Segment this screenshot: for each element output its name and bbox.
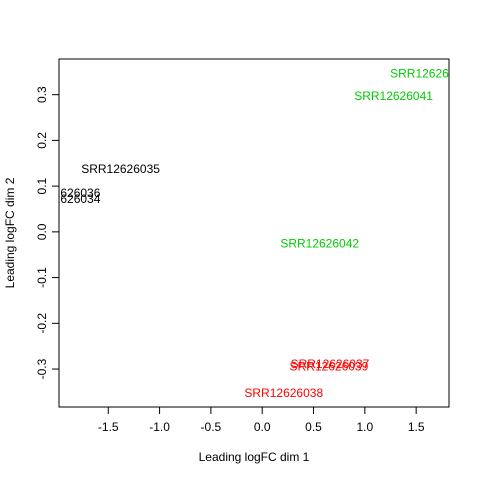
y-tick-label: -0.2 <box>35 313 49 334</box>
y-axis: -0.3 -0.2 -0.1 0.0 0.1 0.2 0.3 <box>35 86 60 379</box>
x-tick-label: -1.5 <box>98 420 119 434</box>
y-tick-label: 0.0 <box>35 223 49 240</box>
x-axis-label: Leading logFC dim 1 <box>199 450 310 464</box>
y-tick-label: -0.3 <box>35 358 49 379</box>
y-axis-label: Leading logFC dim 2 <box>3 177 17 288</box>
x-tick-label: 0.0 <box>254 420 271 434</box>
point-label: SRR12626037 <box>291 357 370 371</box>
point-label: SRR12626042 <box>280 236 359 250</box>
plot-box <box>58 58 450 408</box>
y-tick-label: 0.1 <box>35 177 49 194</box>
x-tick-label: 1.5 <box>408 420 425 434</box>
y-tick-label: -0.1 <box>35 267 49 288</box>
x-tick-label: 1.0 <box>356 420 373 434</box>
x-axis: -1.5 -1.0 -0.5 0.0 0.5 1.0 1.5 <box>98 406 425 434</box>
point-label: SRR12626035 <box>81 162 160 176</box>
x-tick-label: -1.0 <box>149 420 170 434</box>
point-label: SRR12626036 <box>22 186 101 200</box>
point-label: SRR12626039 <box>290 360 369 374</box>
point-label: SRR12626041 <box>354 89 433 103</box>
y-tick-label: 0.2 <box>35 132 49 149</box>
y-tick-label: 0.3 <box>35 86 49 103</box>
point-label: SRR12626040 <box>390 66 469 80</box>
point-label: SRR12626034 <box>22 192 101 206</box>
point-label: SRR12626038 <box>244 386 323 400</box>
x-tick-label: 0.5 <box>305 420 322 434</box>
x-tick-label: -0.5 <box>201 420 222 434</box>
